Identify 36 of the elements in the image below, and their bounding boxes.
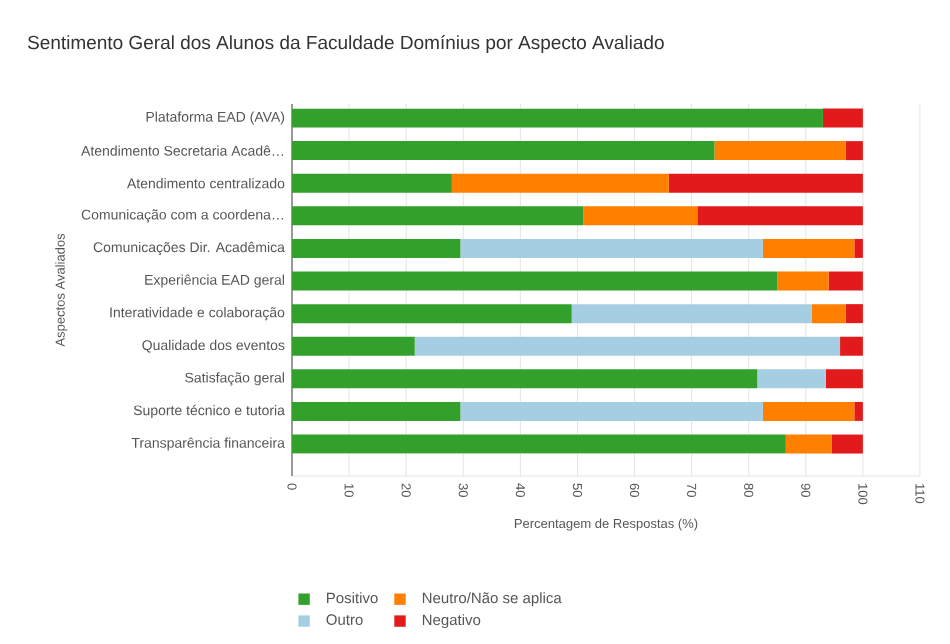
bar (697, 206, 863, 226)
bar (777, 271, 829, 291)
bar (831, 434, 863, 454)
bar (414, 336, 841, 356)
bar (828, 271, 863, 291)
bar (854, 238, 863, 258)
bar (583, 206, 698, 226)
bar (811, 304, 846, 324)
bar (825, 369, 863, 389)
chart-title: Sentimento Geral dos Alunos da Faculdade Domínius por Aspecto Avaliado (27, 35, 664, 53)
bar (845, 141, 863, 161)
bar (292, 108, 823, 128)
bar (292, 304, 572, 324)
bar (822, 108, 863, 128)
bar (292, 173, 452, 193)
bar (854, 401, 863, 421)
bar (292, 336, 415, 356)
bar (292, 369, 758, 389)
bar (840, 336, 863, 356)
bar (292, 434, 786, 454)
bar (762, 238, 855, 258)
bar (845, 304, 863, 324)
bar (714, 141, 846, 161)
bar (668, 173, 863, 193)
bar (762, 401, 855, 421)
bar (292, 238, 461, 258)
bar (571, 304, 812, 324)
bar (292, 401, 461, 421)
bar (757, 369, 826, 389)
bar (785, 434, 832, 454)
bar (451, 173, 669, 193)
bar (460, 401, 763, 421)
bar (292, 271, 778, 291)
bar (292, 206, 584, 226)
bar (292, 141, 715, 161)
bar (460, 238, 763, 258)
